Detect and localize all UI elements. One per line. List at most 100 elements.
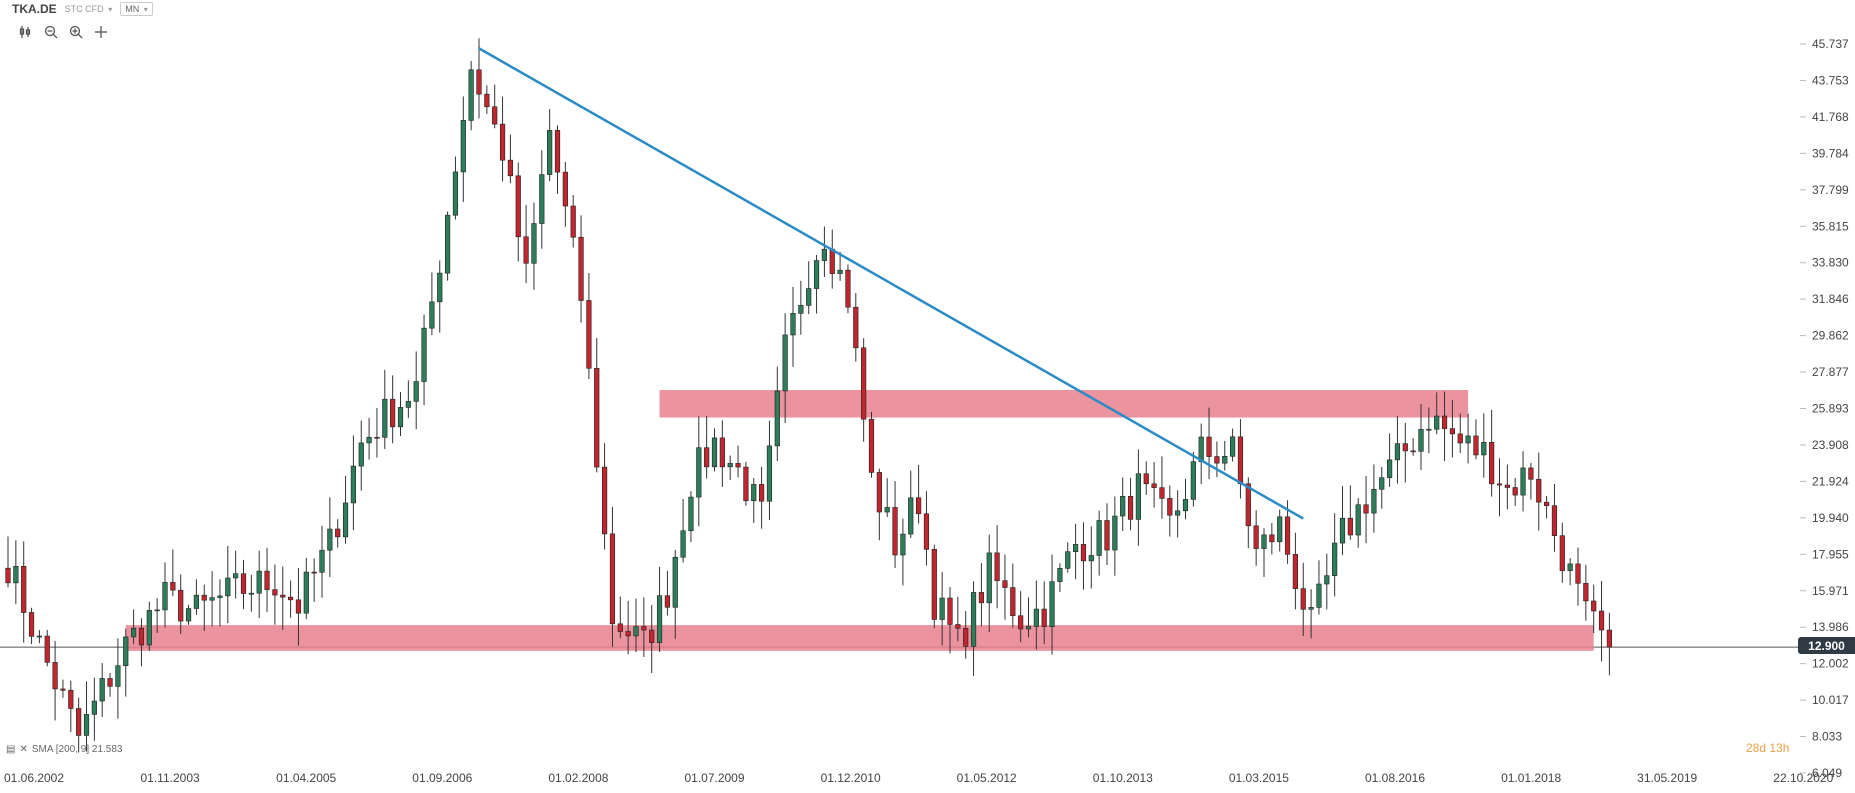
candle-body — [1151, 483, 1157, 488]
candle — [1606, 612, 1612, 676]
candle — [1135, 449, 1141, 546]
candle — [601, 443, 608, 550]
candle — [36, 630, 42, 644]
candle-body — [1520, 467, 1526, 496]
candle — [696, 416, 702, 527]
candle-body — [1143, 473, 1149, 485]
candle — [390, 375, 396, 444]
instrument-select[interactable]: STC CFD ▾ — [65, 4, 113, 14]
candle — [1339, 486, 1346, 556]
candle-body — [421, 327, 427, 382]
candle — [468, 61, 474, 131]
timeframe-label: MN — [125, 4, 140, 14]
candle — [335, 519, 341, 548]
candle — [711, 428, 718, 472]
x-tick-label: 31.05.2019 — [1637, 771, 1697, 785]
crosshair-icon[interactable] — [93, 24, 109, 40]
candle — [1167, 485, 1173, 537]
zoom-in-icon[interactable] — [68, 24, 84, 40]
candle-body — [1198, 436, 1204, 462]
candle — [1269, 523, 1275, 555]
candle — [1410, 438, 1416, 456]
candle-body — [280, 594, 286, 598]
candle-body — [1551, 505, 1558, 536]
candle-body — [601, 466, 608, 535]
candle-body — [688, 496, 694, 532]
candle — [1292, 532, 1298, 610]
candle-body — [1237, 436, 1244, 485]
candle-body — [374, 436, 380, 439]
indicator-legend[interactable]: ▤ ✕ SMA [200, 9] 21.583 — [6, 744, 122, 755]
candle-body — [460, 120, 466, 173]
candle — [1237, 419, 1244, 499]
candle-body — [1575, 563, 1581, 584]
candle-body — [931, 549, 937, 620]
candle-body — [1284, 516, 1291, 555]
candle — [146, 601, 152, 651]
y-tick-label: 8.033 — [1812, 730, 1842, 744]
x-tick-label: 01.10.2013 — [1093, 771, 1153, 785]
price-zone — [125, 625, 1594, 651]
x-tick-label: 01.07.2009 — [684, 771, 744, 785]
candle-body — [264, 570, 270, 590]
candle-body — [154, 609, 160, 612]
candle — [225, 546, 231, 624]
candle — [845, 264, 851, 314]
candle — [955, 596, 961, 642]
remove-indicator-icon[interactable]: ✕ — [19, 744, 28, 755]
candle-body — [28, 612, 35, 637]
candle — [1057, 563, 1063, 593]
candle-body — [444, 214, 451, 274]
indicator-visibility-icon[interactable]: ▤ — [6, 744, 16, 755]
candle-body — [1269, 534, 1275, 543]
candle — [523, 205, 529, 284]
candle — [13, 540, 19, 605]
candle — [1018, 591, 1024, 643]
candle — [978, 563, 984, 627]
candle-body — [162, 582, 168, 611]
candle-body — [766, 445, 773, 502]
candle-body — [1402, 443, 1408, 452]
x-tick-label: 01.05.2012 — [957, 771, 1017, 785]
y-tick-label: 15.971 — [1812, 584, 1849, 598]
price-zone — [659, 390, 1469, 418]
candle-type-icon[interactable] — [18, 24, 34, 40]
candle-body — [845, 269, 851, 308]
candle-body — [970, 592, 977, 647]
candle-body — [829, 248, 835, 274]
candle-body — [1371, 488, 1377, 514]
candle — [1598, 580, 1605, 662]
candle-body — [1426, 428, 1432, 431]
candle-body — [586, 300, 592, 369]
candle — [1591, 584, 1597, 633]
candle — [178, 574, 184, 634]
candle-body — [884, 507, 890, 513]
candle-body — [131, 627, 137, 638]
candle — [1230, 428, 1236, 462]
candle-body — [1057, 568, 1063, 582]
timeframe-select[interactable]: MN ▾ — [120, 2, 153, 16]
candle-body — [578, 236, 584, 301]
candle-body — [91, 700, 97, 715]
candle — [821, 226, 827, 277]
candle-body — [1489, 442, 1495, 485]
candle-body — [892, 507, 898, 556]
candle — [429, 272, 435, 336]
symbol-label[interactable]: TKA.DE — [12, 2, 57, 16]
candle-body — [1222, 455, 1228, 464]
candle-body — [1049, 581, 1055, 627]
candle-body — [507, 159, 514, 177]
candle-body — [923, 513, 930, 550]
candle-body — [468, 69, 474, 121]
candle-body — [358, 442, 364, 467]
candle — [1104, 503, 1110, 566]
y-tick-label: 17.955 — [1812, 547, 1849, 561]
candle — [319, 525, 325, 598]
candle-body — [758, 484, 765, 502]
candle — [625, 600, 631, 655]
candle-body — [1135, 473, 1141, 520]
candle — [1583, 564, 1589, 621]
zoom-out-icon[interactable] — [43, 24, 59, 40]
candle-body — [1010, 587, 1016, 617]
